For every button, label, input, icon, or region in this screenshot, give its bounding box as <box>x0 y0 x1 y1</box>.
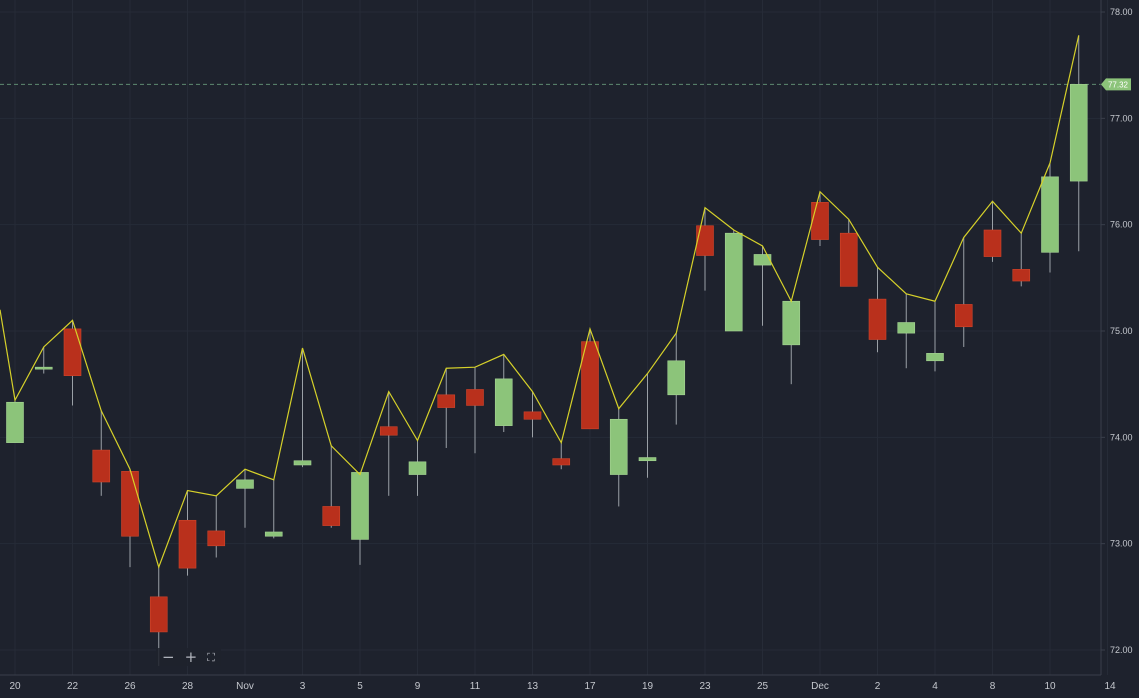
candle-body-up[interactable] <box>236 479 254 489</box>
candle-body-down[interactable] <box>552 458 571 466</box>
price-tick-label: 76.00 <box>1110 220 1133 230</box>
candle-body-down[interactable] <box>178 519 197 569</box>
time-tick-label: 4 <box>932 681 938 692</box>
time-tick-label: 22 <box>67 681 79 692</box>
candle-body-down[interactable] <box>523 411 542 420</box>
zoom-in-button[interactable]: + <box>184 647 198 666</box>
candle-body-down[interactable] <box>322 506 341 526</box>
price-tick-label: 77.00 <box>1110 113 1133 123</box>
last-price-label: 77.32 <box>1108 80 1129 89</box>
candle-body-up[interactable] <box>782 300 801 346</box>
candle-body-up[interactable] <box>408 461 427 475</box>
candle-body-up[interactable] <box>667 360 686 396</box>
price-axis[interactable]: 72.00 73.00 74.00 75.00 76.00 77.00 78.00 77.32 <box>1100 0 1133 675</box>
candle-body-down[interactable] <box>1012 269 1031 282</box>
time-tick-label: Dec <box>811 681 829 692</box>
candle-bodies <box>6 84 1088 633</box>
candle-body-up[interactable] <box>897 322 916 334</box>
candle-body-down[interactable] <box>466 389 484 406</box>
price-tick-label: 72.00 <box>1110 645 1133 655</box>
time-axis[interactable]: 20 22 26 28 Nov 3 5 9 11 13 17 19 23 25 Dec 2 4 8 10 14 <box>0 674 1117 692</box>
candle-body-down[interactable] <box>92 449 111 483</box>
time-tick-label: 5 <box>357 681 363 692</box>
candle-body-up[interactable] <box>753 254 772 266</box>
candle-body-down[interactable] <box>811 202 829 240</box>
price-tick-label: 73.00 <box>1110 539 1133 549</box>
candle-body-up[interactable] <box>351 472 369 540</box>
candle-wicks <box>14 35 1080 666</box>
candle-body-down[interactable] <box>149 596 168 633</box>
time-tick-label: 23 <box>699 681 711 692</box>
time-tick-label: 26 <box>124 681 136 692</box>
zoom-out-button[interactable]: − <box>162 647 175 666</box>
last-price-badge <box>1101 78 1131 91</box>
price-tick-label: 78.00 <box>1110 7 1133 17</box>
candle-body-down[interactable] <box>839 232 858 287</box>
candle-body-down[interactable] <box>379 426 398 436</box>
candle-body-down[interactable] <box>696 225 714 256</box>
candle-body-down[interactable] <box>581 341 599 430</box>
time-tick-label: 28 <box>182 681 194 692</box>
candle-body-down[interactable] <box>437 394 456 408</box>
time-tick-label: 19 <box>642 681 654 692</box>
time-tick-label: 25 <box>757 681 769 692</box>
candle-body-down[interactable] <box>207 530 226 547</box>
time-tick-label: 2 <box>875 681 881 692</box>
time-tick-label: 20 <box>9 681 21 692</box>
candle-body-up[interactable] <box>6 401 24 443</box>
candle-body-up[interactable] <box>494 378 513 426</box>
candle-body-up[interactable] <box>1041 176 1059 253</box>
grid-lines <box>0 0 1108 675</box>
time-tick-label: 14 <box>1105 681 1117 692</box>
candle-body-up[interactable] <box>34 366 53 370</box>
price-tick-label: 75.00 <box>1110 326 1133 336</box>
time-tick-label: 9 <box>415 681 421 692</box>
zoom-toolbar: − + ⛶ <box>156 648 221 666</box>
price-tick-label: 74.00 <box>1110 432 1133 442</box>
time-tick-label: 17 <box>584 681 596 692</box>
candle-body-down[interactable] <box>868 298 887 340</box>
candle-body-up[interactable] <box>926 353 944 362</box>
time-tick-label: 8 <box>990 681 996 692</box>
candle-body-down[interactable] <box>121 471 139 537</box>
fit-screen-icon[interactable]: ⛶ <box>207 650 215 664</box>
candle-body-up[interactable] <box>293 460 312 466</box>
candle-body-up[interactable] <box>1069 84 1088 182</box>
time-tick-label: 13 <box>527 681 539 692</box>
time-tick-label: Nov <box>236 681 254 692</box>
high-line <box>0 35 1080 569</box>
time-tick-label: 10 <box>1044 681 1056 692</box>
candle-body-up[interactable] <box>724 232 743 332</box>
candle-body-up[interactable] <box>638 457 657 462</box>
high-line-series <box>0 35 1080 569</box>
candle-body-down[interactable] <box>983 229 1002 257</box>
candle-body-up[interactable] <box>264 531 283 537</box>
time-tick-label: 11 <box>470 681 481 692</box>
candle-body-up[interactable] <box>609 418 628 475</box>
time-tick-label: 3 <box>300 681 306 692</box>
candle-body-down[interactable] <box>954 304 973 328</box>
candle-body-down[interactable] <box>63 328 82 376</box>
